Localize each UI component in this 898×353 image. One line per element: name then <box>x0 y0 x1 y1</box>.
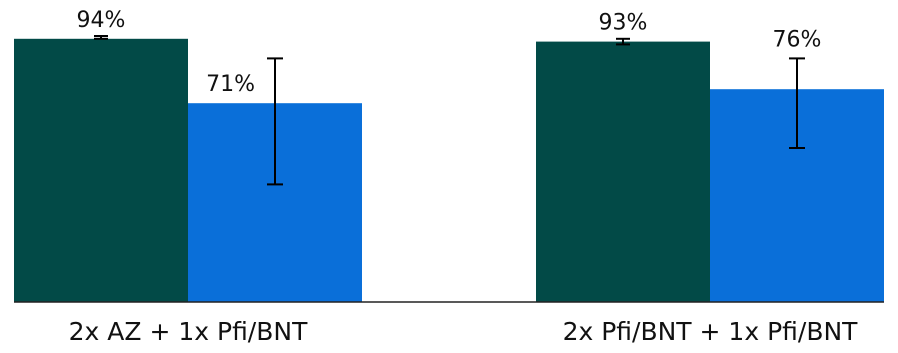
bar-2-1 <box>536 41 710 302</box>
error-bar-1-2 <box>267 57 283 186</box>
value-label-2-2: 76% <box>773 27 822 52</box>
category-label-1: 2x AZ + 1x Pfi/BNT <box>69 317 308 346</box>
category-labels-group: 2x AZ + 1x Pfi/BNT 2x Pfi/BNT + 1x Pfi/BN… <box>69 317 859 346</box>
error-bar-2-1 <box>616 37 630 46</box>
error-bar-2-2 <box>789 57 805 149</box>
bars-group <box>14 38 884 303</box>
error-bars-group <box>94 35 805 186</box>
value-label-2-1: 93% <box>599 11 648 36</box>
bar-1-1 <box>14 38 188 303</box>
value-labels-group: 94% 71% 93% 76% <box>77 8 822 97</box>
value-label-1-2: 71% <box>206 72 255 97</box>
category-label-2: 2x Pfi/BNT + 1x Pfi/BNT <box>563 317 859 346</box>
value-label-1-1: 94% <box>77 8 126 33</box>
error-bar-1-1 <box>94 35 108 40</box>
